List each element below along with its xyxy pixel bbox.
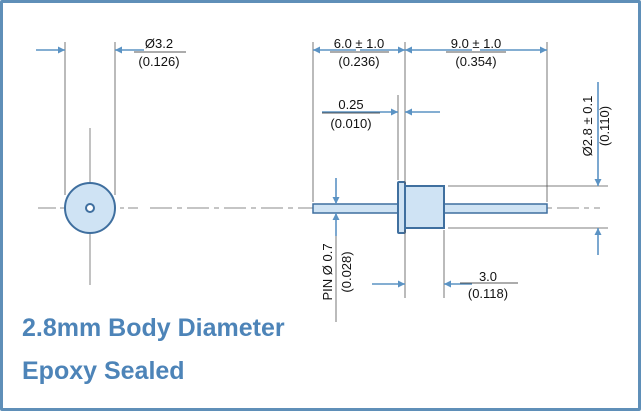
side-view: 6.0 ± 1.0 (0.236) 9.0 ± 1.0 (0.354) 0.25…: [150, 36, 612, 322]
diode-flange: [397, 181, 406, 234]
lead-right-length-in: (0.354): [455, 54, 496, 69]
lead-right-length-mm: 9.0 ± 1.0: [451, 36, 502, 51]
pin-diameter-mm: PIN Ø 0.7: [320, 243, 335, 300]
flange-thickness-in: (0.010): [330, 116, 371, 131]
end-view-diameter-in: (0.126): [138, 54, 179, 69]
end-view-pin-circle: [85, 203, 95, 213]
end-view: Ø3.2 (0.126): [36, 36, 186, 285]
diode-body: [404, 185, 445, 229]
lead-left-length-mm: 6.0 ± 1.0: [334, 36, 385, 51]
lead-left-length-in: (0.236): [338, 54, 379, 69]
lead-left: [312, 203, 400, 214]
body-diameter-in: (0.110): [597, 106, 612, 146]
lead-right: [443, 203, 548, 214]
end-view-diameter-mm: Ø3.2: [145, 36, 173, 51]
pin-diameter-in: (0.028): [339, 251, 354, 292]
caption-epoxy-sealed: Epoxy Sealed: [22, 357, 185, 385]
flange-thickness-mm: 0.25: [338, 97, 363, 112]
caption-body-diameter: 2.8mm Body Diameter: [22, 314, 285, 342]
body-length-in: (0.118): [468, 286, 508, 301]
body-diameter-mm: Ø2.8 ± 0.1: [580, 96, 595, 157]
body-length-mm: 3.0: [479, 269, 497, 284]
